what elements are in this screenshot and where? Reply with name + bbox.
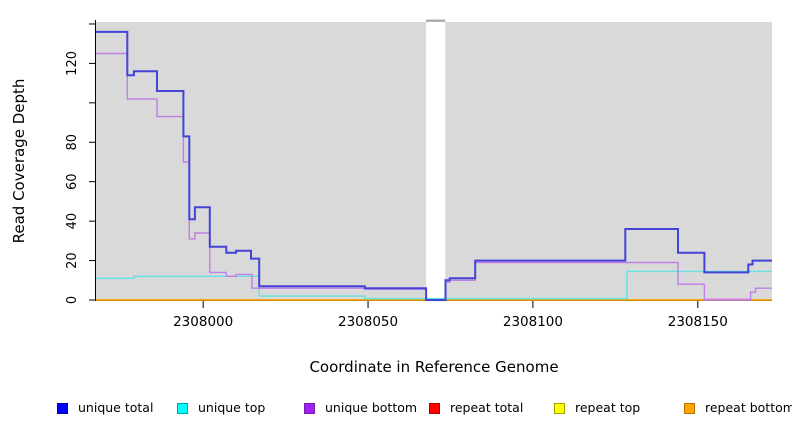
alignment-gap-cap xyxy=(426,19,446,22)
y-axis-title: Read Coverage Depth xyxy=(10,79,28,244)
y-tick-label: 120 xyxy=(65,51,80,76)
legend-swatch-unique-top xyxy=(177,402,188,414)
y-tick-label: 80 xyxy=(65,134,80,151)
legend-label: repeat top xyxy=(575,399,641,415)
legend-label: unique bottom xyxy=(325,399,418,415)
x-axis-title: Coordinate in Reference Genome xyxy=(309,358,558,376)
legend-label: unique total xyxy=(78,399,154,415)
y-tick-label: 0 xyxy=(65,296,80,304)
legend: unique total unique top unique bottom re… xyxy=(0,397,792,421)
legend-label: repeat total xyxy=(450,399,524,415)
legend-item-unique-bottom: unique bottom xyxy=(304,397,417,419)
legend-label: unique top xyxy=(198,399,266,415)
legend-swatch-repeat-bottom xyxy=(684,402,695,414)
legend-swatch-repeat-total xyxy=(429,402,440,414)
legend-swatch-repeat-top xyxy=(554,402,565,414)
legend-label: repeat bottom xyxy=(705,399,792,415)
plot-background-layer xyxy=(96,19,772,300)
alignment-gap-band xyxy=(426,22,446,300)
legend-item-unique-top: unique top xyxy=(177,397,265,419)
x-tick-label: 2308150 xyxy=(668,314,728,330)
legend-item-repeat-bottom: repeat bottom xyxy=(684,397,792,419)
legend-item-unique-total: unique total xyxy=(57,397,153,419)
x-tick-label: 2308050 xyxy=(338,314,398,330)
series-unique-total xyxy=(96,30,772,301)
y-tick-label: 40 xyxy=(65,213,80,230)
legend-item-repeat-total: repeat total xyxy=(429,397,523,419)
x-tick-label: 2308100 xyxy=(503,314,563,330)
legend-swatch-unique-total xyxy=(57,402,68,414)
series-unique-bottom xyxy=(96,52,772,301)
series-layer xyxy=(96,30,772,301)
x-tick-label: 2308000 xyxy=(173,314,233,330)
series-unique-top xyxy=(96,270,772,300)
legend-swatch-unique-bottom xyxy=(304,402,315,414)
legend-item-repeat-top: repeat top xyxy=(554,397,640,419)
y-tick-label: 60 xyxy=(65,173,80,190)
y-tick-label: 20 xyxy=(65,252,80,269)
